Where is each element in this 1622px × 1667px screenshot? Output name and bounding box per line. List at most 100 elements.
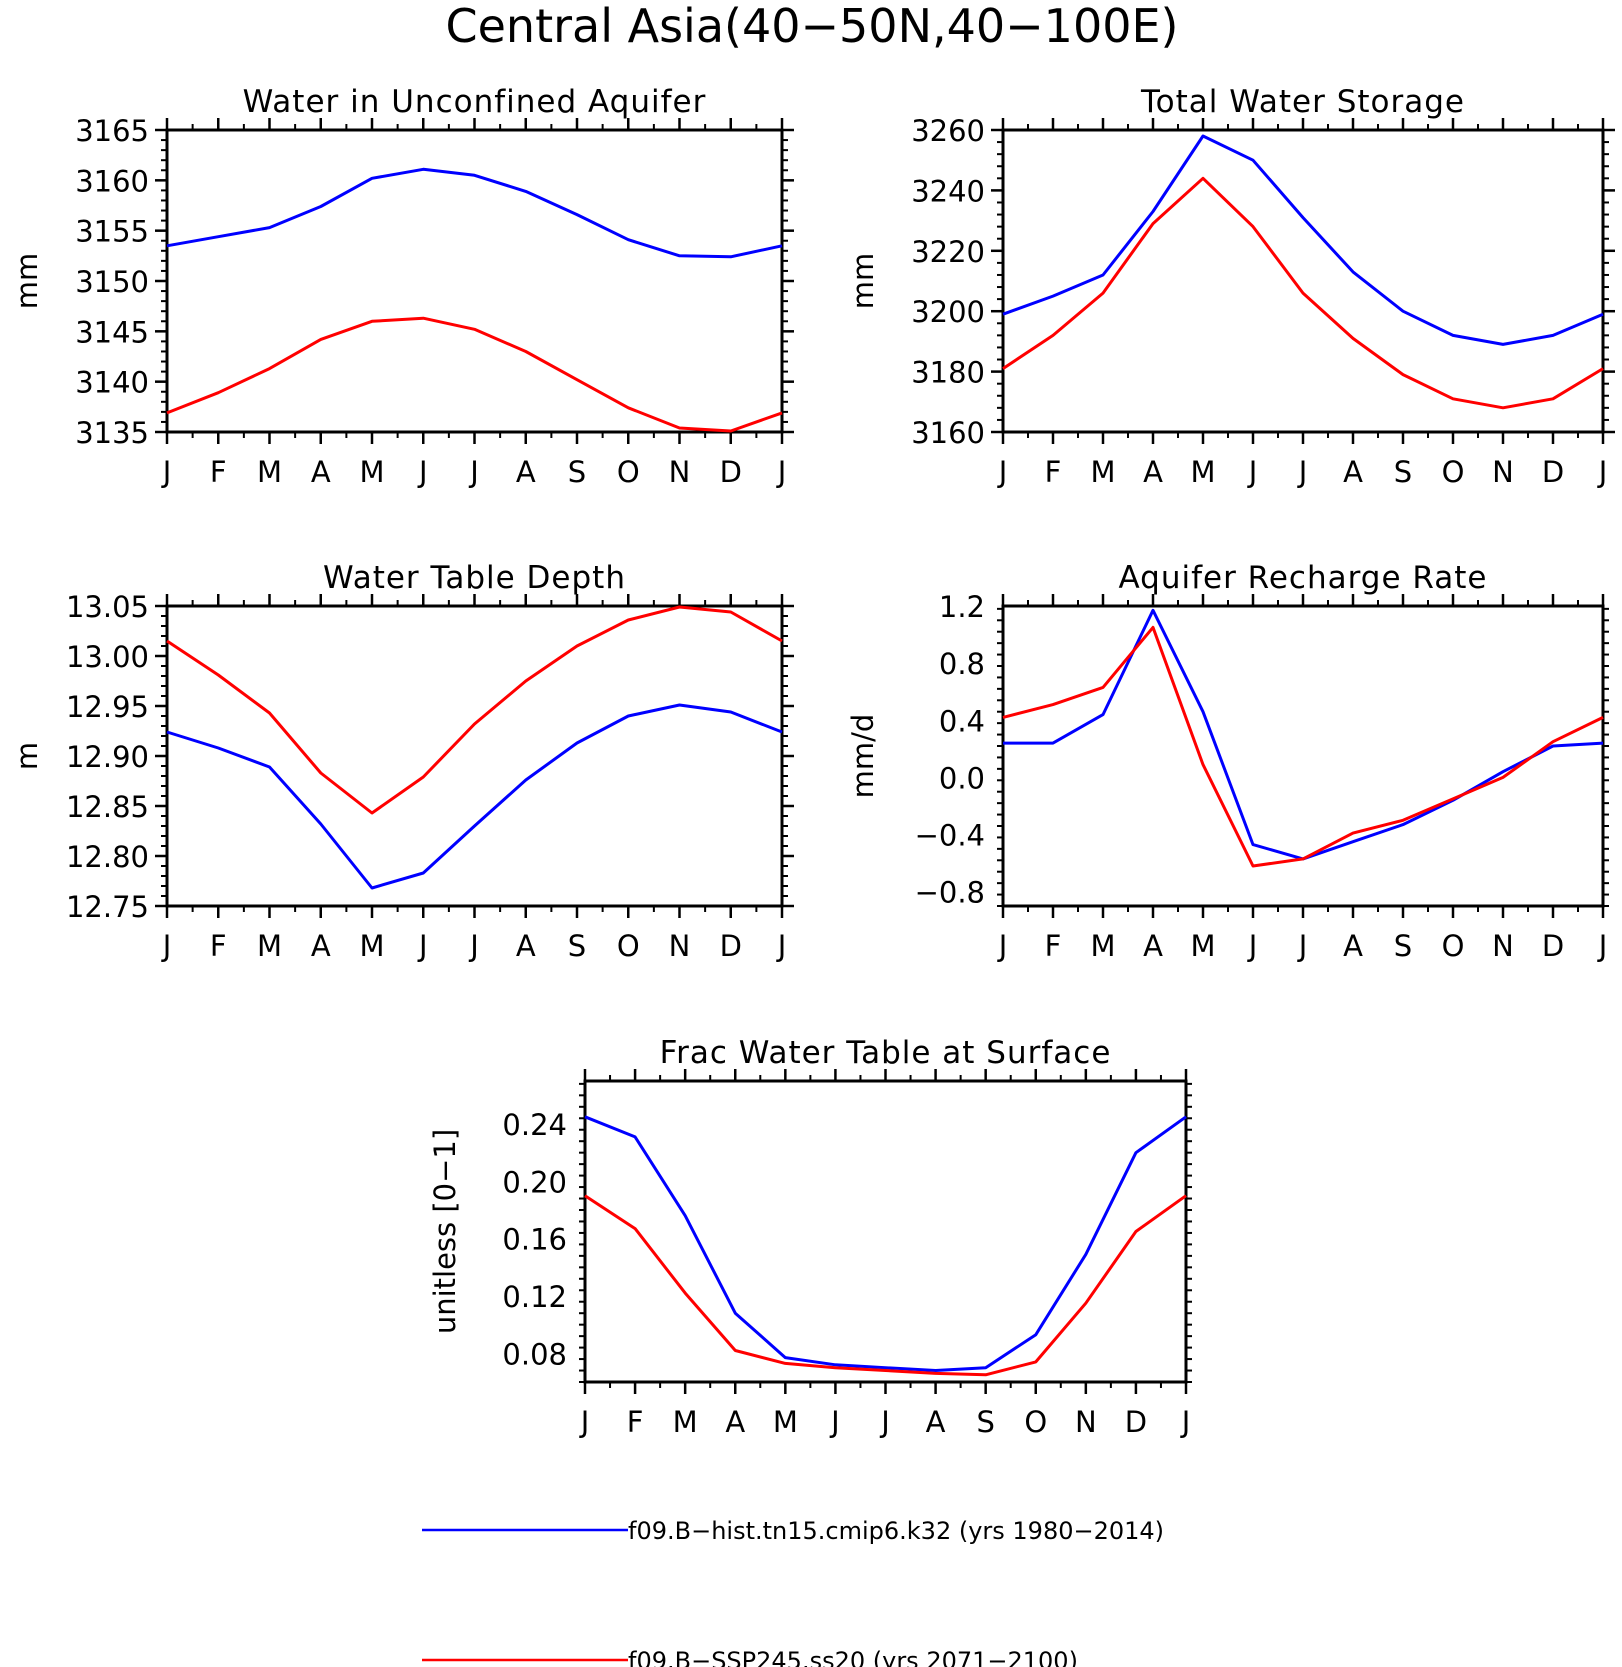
x-tick-label: J <box>829 1405 840 1439</box>
y-tick-label: 3200 <box>911 295 985 329</box>
y-tick-label: 13.00 <box>66 640 149 674</box>
x-tick-label: O <box>617 455 640 489</box>
x-tick-label: S <box>1394 455 1412 489</box>
x-tick-label: D <box>1542 455 1564 489</box>
y-axis-label: unitless [0−1] <box>428 1129 462 1334</box>
x-tick-label: J <box>417 455 428 489</box>
x-tick-label: J <box>997 455 1008 489</box>
series-line-hist <box>166 703 783 890</box>
y-tick-label: 0.8 <box>939 647 985 681</box>
x-tick-label: S <box>1394 929 1412 963</box>
y-tick-label: 3135 <box>75 416 149 450</box>
x-tick-label: D <box>1125 1405 1147 1439</box>
x-tick-label: N <box>1492 455 1514 489</box>
plot-frame <box>1001 604 1605 908</box>
x-tick-label: F <box>1045 455 1062 489</box>
panel-title: Water in Unconfined Aquifer <box>243 84 707 120</box>
x-tick-label: M <box>673 1405 698 1439</box>
y-tick-label: 3260 <box>911 114 985 148</box>
series-line-ssp <box>584 1194 1187 1377</box>
x-tick-label: D <box>720 929 742 963</box>
x-tick-label: J <box>1597 929 1608 963</box>
x-tick-label: J <box>1247 455 1258 489</box>
x-tick-label: J <box>1297 455 1308 489</box>
y-axis-label: m <box>10 742 44 770</box>
x-tick-label: F <box>210 929 227 963</box>
x-tick-label: J <box>776 455 787 489</box>
y-axis-label: mm <box>10 253 44 310</box>
x-tick-label: F <box>1045 929 1062 963</box>
y-tick-label: 3150 <box>75 265 149 299</box>
panel-title: Frac Water Table at Surface <box>660 1035 1112 1071</box>
x-tick-label: M <box>359 455 384 489</box>
y-tick-label: 0.24 <box>502 1108 567 1142</box>
legend-label: f09.B−hist.tn15.cmip6.k32 (yrs 1980−2014… <box>628 1517 1164 1545</box>
x-tick-label: A <box>1343 455 1363 489</box>
x-tick-label: J <box>417 929 428 963</box>
y-tick-label: 0.16 <box>502 1223 567 1257</box>
x-tick-label: J <box>161 929 172 963</box>
x-tick-label: A <box>1143 929 1163 963</box>
series-line-hist <box>1003 608 1604 861</box>
panel-title: Water Table Depth <box>323 560 626 596</box>
x-tick-label: N <box>1492 929 1514 963</box>
x-tick-label: A <box>311 929 331 963</box>
panel-title: Aquifer Recharge Rate <box>1119 560 1488 596</box>
y-tick-label: 12.95 <box>66 690 149 724</box>
x-tick-label: O <box>1024 1405 1047 1439</box>
x-tick-label: J <box>1597 455 1608 489</box>
y-tick-label: −0.8 <box>915 876 985 910</box>
series-line-ssp <box>166 605 783 815</box>
y-tick-label: 3220 <box>911 235 985 269</box>
x-tick-label: J <box>997 929 1008 963</box>
x-tick-label: J <box>1297 929 1308 963</box>
x-tick-label: J <box>161 455 172 489</box>
x-tick-label: J <box>776 929 787 963</box>
y-tick-label: 0.0 <box>939 761 985 795</box>
y-tick-label: 3160 <box>75 164 149 198</box>
x-tick-label: F <box>210 455 227 489</box>
x-tick-label: A <box>311 455 331 489</box>
y-tick-label: 1.2 <box>939 590 985 624</box>
x-tick-label: N <box>669 929 691 963</box>
x-tick-label: A <box>1343 929 1363 963</box>
panel-title: Total Water Storage <box>1140 84 1465 120</box>
x-tick-label: S <box>976 1405 994 1439</box>
x-tick-label: N <box>1075 1405 1097 1439</box>
legend-label: f09.B−SSP245.ss20 (yrs 2071−2100) <box>628 1647 1078 1667</box>
series-line-ssp <box>166 316 783 433</box>
x-tick-label: M <box>257 929 282 963</box>
y-tick-label: 3180 <box>911 356 985 390</box>
x-tick-label: J <box>879 1405 890 1439</box>
series-line-hist <box>1002 134 1604 346</box>
x-tick-label: M <box>257 455 282 489</box>
y-tick-label: 3145 <box>75 315 149 349</box>
x-tick-label: O <box>617 929 640 963</box>
plot-frame <box>1001 128 1605 434</box>
y-tick-label: 3160 <box>911 416 985 450</box>
x-tick-label: M <box>1090 455 1115 489</box>
x-tick-label: M <box>1090 929 1115 963</box>
y-tick-label: 3240 <box>911 174 985 208</box>
x-tick-label: J <box>468 455 479 489</box>
y-tick-label: 12.75 <box>66 890 149 924</box>
y-tick-label: 0.08 <box>502 1337 567 1371</box>
x-tick-label: N <box>669 455 691 489</box>
x-tick-label: A <box>926 1405 946 1439</box>
x-tick-label: A <box>725 1405 745 1439</box>
y-tick-label: 3155 <box>75 215 149 249</box>
plot-frame <box>165 604 784 908</box>
x-tick-label: M <box>359 929 384 963</box>
x-tick-label: F <box>627 1405 644 1439</box>
x-tick-label: J <box>579 1405 590 1439</box>
x-tick-label: M <box>1190 455 1215 489</box>
figure-title: Central Asia(40−50N,40−100E) <box>446 0 1179 53</box>
y-axis-label: mm <box>846 253 880 310</box>
series-line-ssp <box>1002 625 1604 868</box>
y-axis-label: mm/d <box>846 714 880 799</box>
y-tick-label: 12.80 <box>66 840 149 874</box>
